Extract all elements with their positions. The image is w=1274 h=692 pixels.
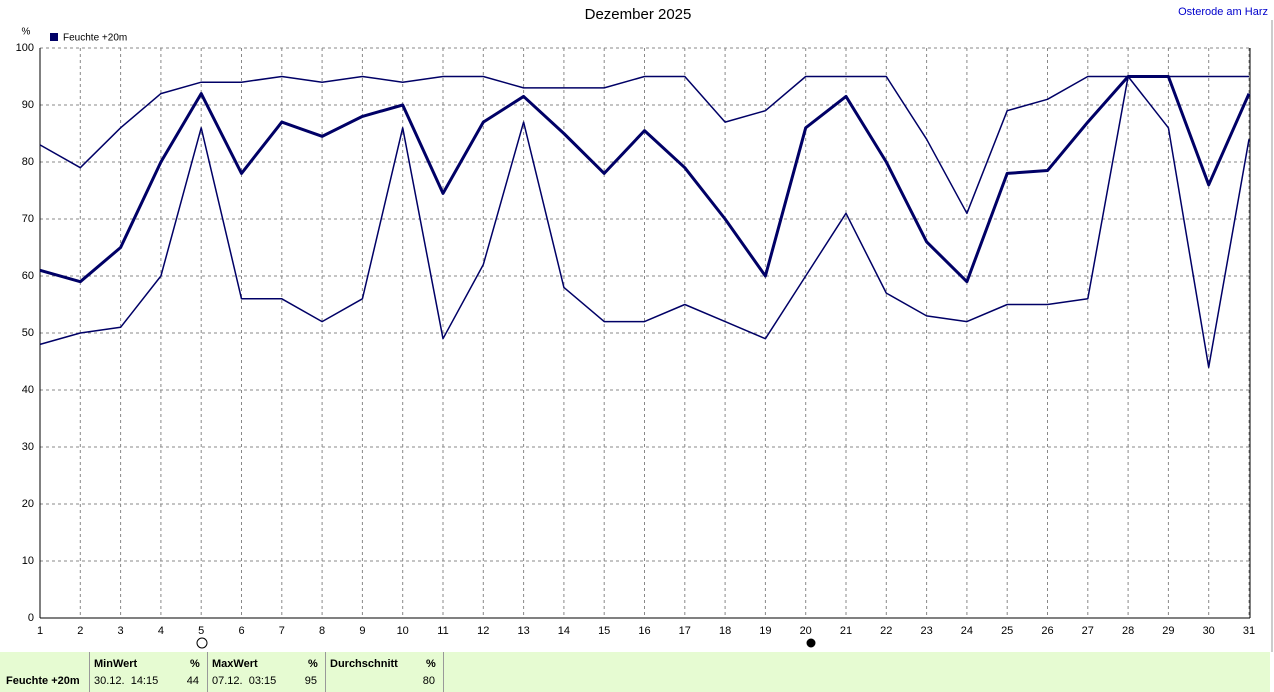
x-tick-label: 8	[319, 625, 325, 637]
x-tick-label: 12	[477, 625, 489, 637]
legend-swatch	[50, 33, 58, 41]
x-tick-label: 7	[279, 625, 285, 637]
x-tick-label: 24	[961, 625, 973, 637]
x-tick-label: 1	[37, 625, 43, 637]
line-max	[39, 75, 1249, 215]
moon-new	[806, 638, 816, 648]
x-tick-label: 17	[679, 625, 691, 637]
summary-panel: Feuchte +20m MinWert% 30.12. 14:15 44 MaxWe…	[0, 652, 1270, 692]
x-tick-label: 31	[1243, 625, 1255, 637]
x-tick-label: 19	[759, 625, 771, 637]
x-tick-label: 18	[719, 625, 731, 637]
line-values	[39, 75, 1251, 284]
x-tick-label: 25	[1001, 625, 1013, 637]
location-label: Osterode am Harz	[1178, 6, 1268, 18]
moon-full	[196, 637, 208, 649]
column-value: 44	[186, 675, 199, 687]
y-tick-label: 60	[22, 270, 34, 282]
x-tick-label: 10	[397, 625, 409, 637]
x-tick-label: 5	[198, 625, 204, 637]
summary-label: Feuchte +20m	[6, 675, 80, 687]
column-time: 07.12. 03:15	[212, 675, 277, 687]
x-tick-label: 20	[800, 625, 812, 637]
x-tick-label: 11	[437, 625, 448, 637]
x-tick-label: 15	[598, 625, 610, 637]
legend-label: Feuchte +20m	[63, 33, 127, 44]
x-tick-label: 2	[77, 625, 83, 637]
y-tick-label: 100	[16, 42, 34, 54]
separator	[325, 652, 326, 692]
column-unit: %	[308, 658, 318, 670]
y-tick-label: 20	[22, 498, 34, 510]
separator	[207, 652, 208, 692]
column-header: MaxWert	[212, 658, 258, 670]
y-tick-label: 40	[22, 384, 34, 396]
separator	[89, 652, 90, 692]
x-tick-label: 21	[840, 625, 852, 637]
x-tick-label: 27	[1082, 625, 1094, 637]
x-tick-label: 29	[1162, 625, 1174, 637]
x-tick-label: 14	[558, 625, 570, 637]
separator	[443, 652, 444, 692]
y-tick-label: 90	[22, 99, 34, 111]
column-time: 30.12. 14:15	[94, 675, 159, 687]
y-tick-label: 10	[22, 555, 34, 567]
column-value: 95	[304, 675, 317, 687]
x-tick-label: 30	[1203, 625, 1215, 637]
x-tick-label: 16	[638, 625, 650, 637]
y-tick-label: 30	[22, 441, 34, 453]
x-tick-label: 13	[517, 625, 529, 637]
x-tick-label: 3	[118, 625, 124, 637]
column-unit: %	[426, 658, 436, 670]
column-header: Durchschnitt	[330, 658, 398, 670]
y-tick-label: 0	[28, 612, 34, 624]
x-tick-label: 6	[238, 625, 244, 637]
column-header: MinWert	[94, 658, 138, 670]
x-tick-label: 4	[158, 625, 164, 637]
y-tick-label: 80	[22, 156, 34, 168]
y-axis-label: %	[22, 27, 31, 38]
x-tick-label: 28	[1122, 625, 1134, 637]
chart: Dezember 2025 Osterode am Harz % Feuchte…	[16, 6, 1273, 652]
line-min	[39, 75, 1250, 368]
column-unit: %	[190, 658, 200, 670]
column-value: 80	[422, 675, 435, 687]
y-tick-label: 50	[22, 327, 34, 339]
x-tick-label: 26	[1041, 625, 1053, 637]
x-tick-label: 9	[359, 625, 365, 637]
chart-title: Dezember 2025	[585, 6, 692, 23]
y-tick-label: 70	[22, 213, 34, 225]
x-tick-label: 22	[880, 625, 892, 637]
x-tick-label: 23	[920, 625, 932, 637]
